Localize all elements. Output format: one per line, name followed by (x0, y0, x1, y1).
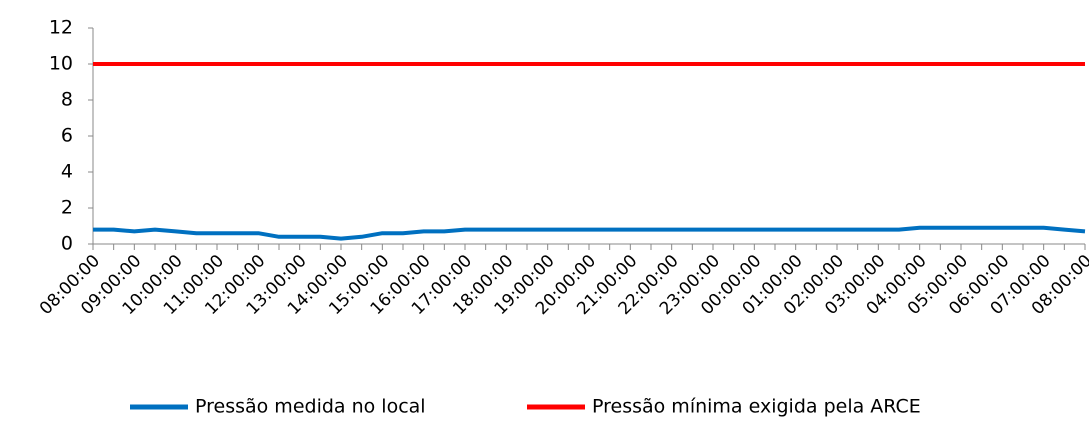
y-tick-label: 12 (49, 17, 73, 39)
y-tick-label: 6 (61, 125, 73, 147)
y-tick-label: 0 (61, 233, 73, 255)
legend-label: Pressão medida no local (195, 396, 426, 418)
series-line (93, 225, 1086, 241)
y-tick-label: 2 (61, 197, 73, 219)
y-tick-label: 4 (61, 161, 73, 183)
y-tick-label: 8 (61, 89, 73, 111)
legend-label: Pressão mínima exigida pela ARCE (592, 396, 921, 418)
y-tick-label: 10 (49, 53, 73, 75)
